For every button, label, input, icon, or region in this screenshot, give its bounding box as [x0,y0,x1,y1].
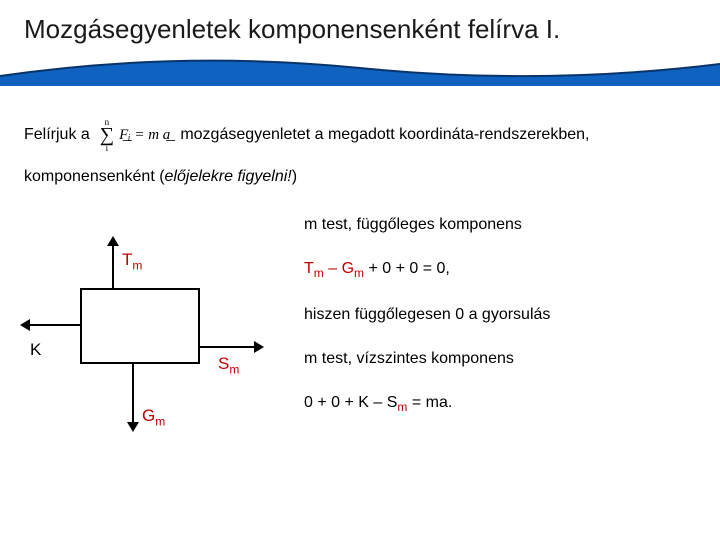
mass-box [80,288,200,364]
force-arrow-S [198,346,256,348]
title-bar: Mozgásegyenletek komponensenként felírva… [0,0,720,78]
slide-title: Mozgásegyenletek komponensenként felírva… [24,14,700,45]
title-underline-swoosh [0,56,720,86]
explanation-block: m test, függőleges komponens Tm – Gm + 0… [304,216,720,440]
label-Sm: Sm [218,354,239,376]
free-body-diagram: Tm Gm K Sm [32,246,262,446]
explain-line-5: 0 + 0 + K – Sm = ma. [304,394,720,414]
label-Gm: Gm [142,406,165,428]
content-area: Felírjuk a n ∑ i F͟ᵢ = m a͟ mozgásegyenl… [0,78,720,476]
explain-line-3: hiszen függőlegesen 0 a gyorsulás [304,306,720,324]
label-Tm: Tm [122,250,142,272]
intro-text-b: mozgásegyenletet a megadott koordináta-r… [180,126,589,144]
force-arrow-T [112,244,114,290]
label-K: K [30,340,41,360]
intro-line-2: komponensenként (előjelekre figyelni!) [24,168,696,186]
explain-line-2: Tm – Gm + 0 + 0 = 0, [304,260,720,280]
intro-text-a: Felírjuk a [24,126,90,144]
force-arrow-K [28,324,82,326]
explain-line-4: m test, vízszintes komponens [304,350,720,368]
intro-line-1: Felírjuk a n ∑ i F͟ᵢ = m a͟ mozgásegyenl… [24,118,696,152]
explain-line-1: m test, függőleges komponens [304,216,720,234]
newton-sum-formula: n ∑ i F͟ᵢ = m a͟ [100,118,171,152]
diagram-area: Tm Gm K Sm [24,216,696,476]
force-arrow-G [132,364,134,424]
